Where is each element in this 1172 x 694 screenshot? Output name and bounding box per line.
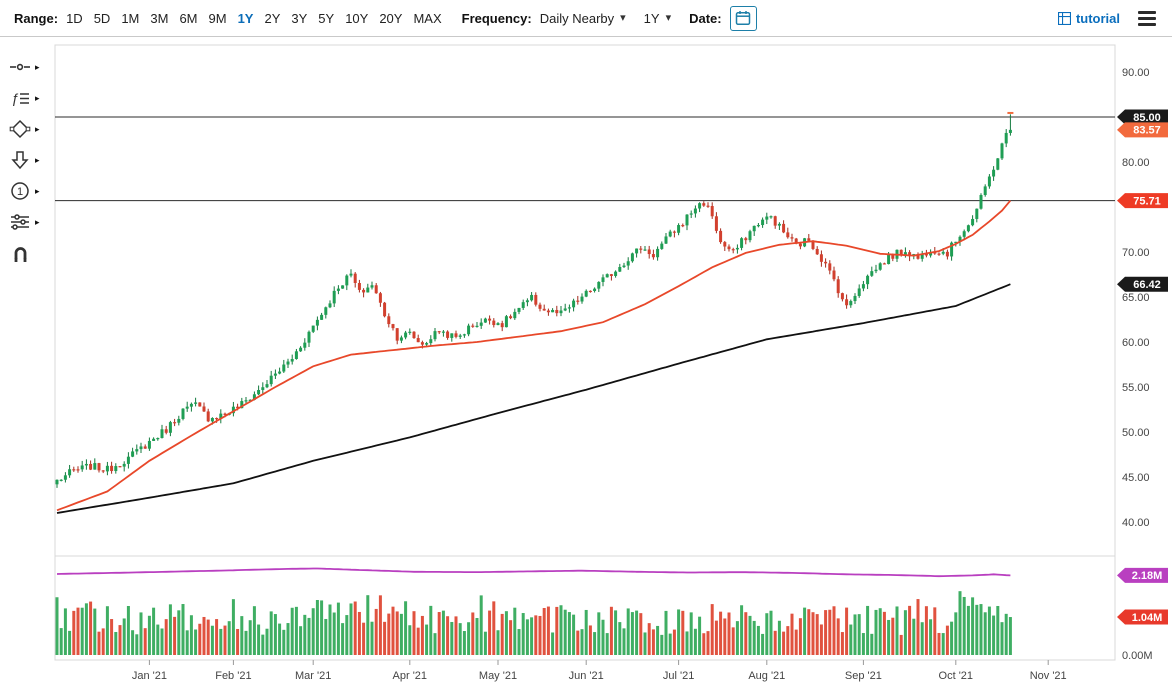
expand-arrow-icon: ▸	[35, 92, 40, 103]
range-button-1y[interactable]: 1Y	[237, 10, 254, 26]
svg-text:65.00: 65.00	[1122, 292, 1150, 304]
svg-text:Mar '21: Mar '21	[295, 670, 331, 682]
range-button-9m[interactable]: 9M	[208, 10, 227, 26]
svg-text:80.00: 80.00	[1122, 157, 1150, 169]
range-button-6m[interactable]: 6M	[179, 10, 198, 26]
expand-arrow-icon: ▸	[35, 216, 40, 227]
tutorial-link[interactable]: tutorial	[1057, 10, 1120, 26]
expand-arrow-icon: ▸	[35, 123, 40, 134]
sliders-icon	[11, 214, 29, 230]
chart-toolbar: Range: 1D 5D 1M 3M 6M 9M 1Y 2Y 3Y 5Y 10Y 20Y MAX Fre…	[0, 0, 1172, 37]
shapes-icon	[9, 119, 31, 139]
svg-text:Aug '21: Aug '21	[748, 670, 785, 682]
svg-text:1: 1	[17, 186, 23, 198]
expand-arrow-icon: ▸	[35, 154, 40, 165]
range-button-1m[interactable]: 1M	[121, 10, 140, 26]
down-arrow-icon	[11, 151, 29, 170]
indicators-icon: ƒ	[11, 90, 29, 106]
range-button-5y[interactable]: 5Y	[318, 10, 335, 26]
range-button-3m[interactable]: 3M	[150, 10, 169, 26]
svg-text:2.18M: 2.18M	[1132, 570, 1163, 582]
range-button-10y[interactable]: 10Y	[345, 10, 369, 26]
svg-text:66.42: 66.42	[1133, 279, 1161, 291]
arrow-marker-tool-button[interactable]: ▸	[0, 149, 54, 171]
range-button-3y[interactable]: 3Y	[291, 10, 308, 26]
range-button-max[interactable]: MAX	[413, 10, 442, 26]
svg-text:0.00M: 0.00M	[1122, 650, 1153, 662]
svg-text:Jan '21: Jan '21	[132, 670, 167, 682]
frequency-value: Daily Nearby	[539, 10, 615, 26]
period-dropdown[interactable]: 1Y ▾	[644, 11, 671, 26]
drawing-tools-sidebar: ▸ ƒ ▸ ▸ ▸ 1 ▸	[0, 56, 54, 264]
circled-one-icon: 1	[11, 182, 29, 200]
price-volume-chart[interactable]: 90.00 80.00 70.00 65.00 60.00 55.00 50.00 45.00…	[0, 37, 1172, 694]
range-button-1d[interactable]: 1D	[66, 10, 83, 26]
frequency-label: Frequency:	[461, 10, 532, 26]
range-label: Range:	[14, 10, 59, 26]
svg-text:Jul '21: Jul '21	[663, 670, 694, 682]
indicators-tool-button[interactable]: ƒ ▸	[0, 87, 54, 109]
svg-text:70.00: 70.00	[1122, 247, 1150, 259]
svg-text:75.71: 75.71	[1133, 195, 1161, 207]
table-grid-icon	[1057, 11, 1071, 25]
svg-text:Feb '21: Feb '21	[215, 670, 251, 682]
range-button-5d[interactable]: 5D	[93, 10, 111, 26]
tutorial-label: tutorial	[1075, 10, 1120, 26]
calendar-icon	[735, 11, 751, 26]
date-label: Date:	[689, 10, 722, 26]
annotation-line-tool-button[interactable]: ▸	[0, 56, 54, 78]
range-button-20y[interactable]: 20Y	[379, 10, 403, 26]
range-buttons: 1D 5D 1M 3M 6M 9M 1Y 2Y 3Y 5Y 10Y 20Y MAX	[66, 11, 442, 26]
chevron-down-icon: ▾	[665, 11, 672, 24]
shapes-tool-button[interactable]: ▸	[0, 118, 54, 140]
svg-text:40.00: 40.00	[1122, 517, 1150, 529]
settings-sliders-tool-button[interactable]: ▸	[0, 211, 54, 233]
period-value: 1Y	[643, 10, 660, 26]
chevron-down-icon: ▾	[620, 11, 626, 24]
expand-arrow-icon: ▸	[35, 185, 40, 196]
svg-text:60.00: 60.00	[1122, 337, 1150, 349]
svg-text:85.00: 85.00	[1133, 112, 1161, 124]
svg-text:45.00: 45.00	[1122, 472, 1150, 484]
magnet-icon	[14, 247, 27, 262]
svg-text:83.57: 83.57	[1133, 125, 1161, 137]
svg-text:Sep '21: Sep '21	[845, 670, 882, 682]
expand-arrow-icon: ▸	[35, 61, 40, 72]
svg-text:Nov '21: Nov '21	[1030, 670, 1067, 682]
annotation-line-icon	[10, 63, 30, 71]
menu-icon[interactable]	[1136, 9, 1158, 28]
svg-text:Jun '21: Jun '21	[569, 670, 604, 682]
svg-text:90.00: 90.00	[1122, 67, 1150, 79]
svg-text:ƒ: ƒ	[11, 90, 19, 106]
frequency-dropdown[interactable]: Daily Nearby ▾	[540, 11, 626, 26]
svg-text:50.00: 50.00	[1122, 427, 1150, 439]
svg-text:May '21: May '21	[479, 670, 517, 682]
range-button-2y[interactable]: 2Y	[264, 10, 281, 26]
magnet-snap-tool-button[interactable]	[0, 242, 54, 264]
svg-text:55.00: 55.00	[1122, 382, 1150, 394]
svg-text:Oct '21: Oct '21	[939, 670, 974, 682]
svg-text:Apr '21: Apr '21	[393, 670, 428, 682]
svg-text:1.04M: 1.04M	[1132, 612, 1163, 624]
date-picker-button[interactable]	[729, 5, 757, 31]
number-label-tool-button[interactable]: 1 ▸	[0, 180, 54, 202]
